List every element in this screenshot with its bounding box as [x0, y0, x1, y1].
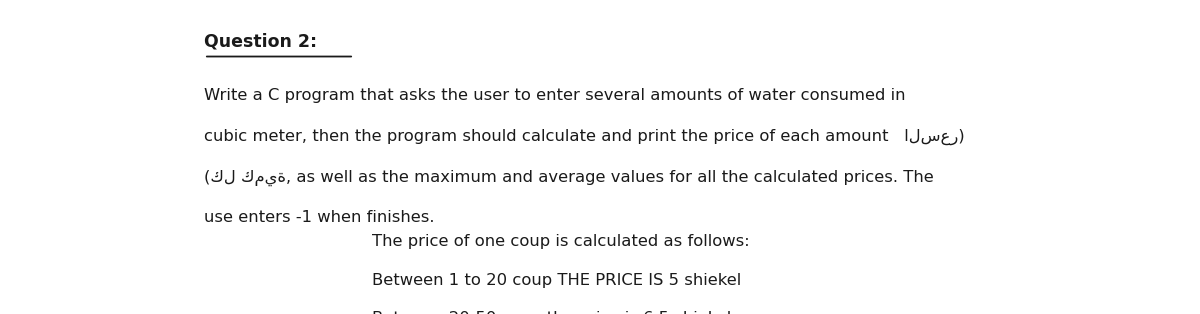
Text: Between 1 to 20 coup THE PRICE IS 5 shiekel: Between 1 to 20 coup THE PRICE IS 5 shie…: [372, 273, 742, 288]
Text: use enters -1 when finishes.: use enters -1 when finishes.: [204, 210, 434, 225]
Text: (كل كمية, as well as the maximum and average values for all the calculated price: (كل كمية, as well as the maximum and ave…: [204, 170, 934, 186]
Text: The price of one coup is calculated as follows:: The price of one coup is calculated as f…: [372, 234, 750, 249]
Text: cubic meter, then the program should calculate and print the price of each amoun: cubic meter, then the program should cal…: [204, 129, 965, 145]
Text: Write a C program that asks the user to enter several amounts of water consumed : Write a C program that asks the user to …: [204, 88, 906, 103]
Text: Question 2:: Question 2:: [204, 33, 317, 51]
Text: Between 20-50 coup the price is 6.5 shiekel: Between 20-50 coup the price is 6.5 shie…: [372, 311, 731, 314]
